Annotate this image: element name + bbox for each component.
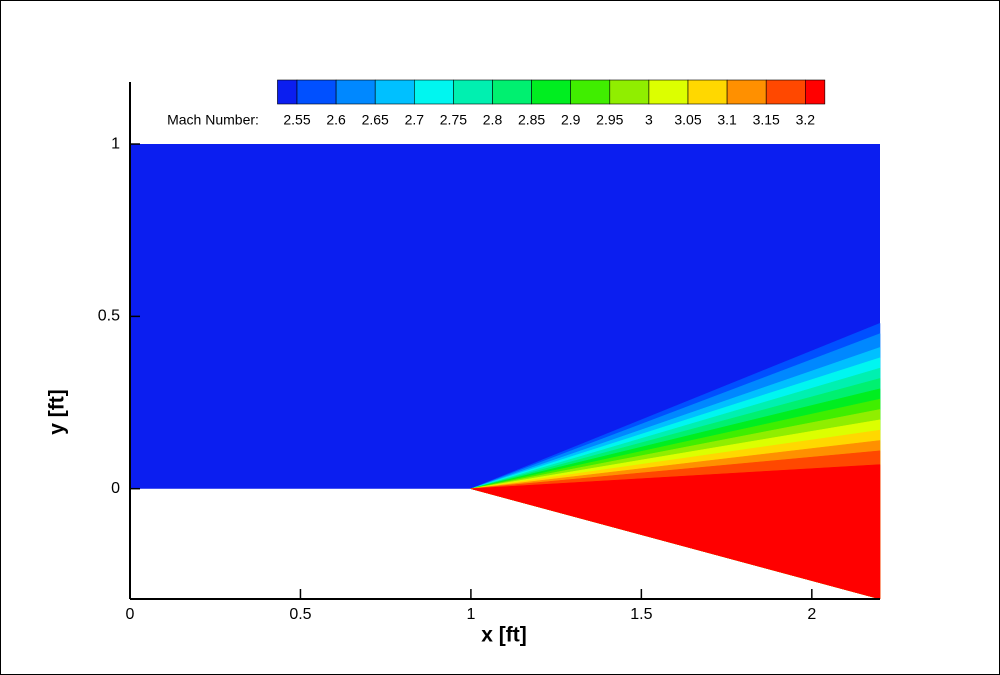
legend-label: 2.55 [283,112,310,128]
legend-swatch [765,79,806,105]
legend-swatch [335,79,376,105]
x-tick-label: 1 [466,606,475,623]
x-tick-label: 2 [807,606,816,623]
legend-label: 3.05 [674,112,701,128]
legend-label: 3.1 [717,112,737,128]
y-axis-label: y [ft] [46,389,69,435]
legend-label: 2.7 [405,112,425,128]
legend-swatch [648,79,689,105]
legend-label: 3.15 [753,112,780,128]
legend-label: 2.9 [561,112,581,128]
legend-swatch [277,79,298,105]
x-tick-label: 0.5 [289,606,311,623]
legend-swatch [413,79,454,105]
legend-swatch [687,79,728,105]
legend-swatch [453,79,493,105]
x-tick-label: 1.5 [630,606,652,623]
legend-swatch [804,79,826,105]
legend-swatch [296,79,337,105]
y-tick-label: 0 [111,480,120,497]
y-tick-label: 1 [111,135,120,152]
contour-band [470,464,881,600]
x-axis-label: x [ft] [481,624,527,647]
legend-swatch [609,79,650,105]
legend-swatch [726,79,767,105]
x-tick-label: 0 [126,606,135,623]
legend-title: Mach Number: [167,112,259,128]
legend-label: 2.6 [326,112,346,128]
y-tick-label: 0.5 [98,308,120,325]
legend-swatch [531,79,571,105]
legend-swatch [492,79,532,105]
legend-label: 3.2 [796,112,816,128]
legend-swatch [570,79,611,105]
legend-swatch [374,79,415,105]
legend-label: 2.65 [362,112,389,128]
legend-label: 3 [645,112,653,128]
legend-label: 2.8 [483,112,503,128]
legend-label: 2.75 [440,112,467,128]
legend-label: 2.95 [596,112,623,128]
legend-label: 2.85 [518,112,545,128]
